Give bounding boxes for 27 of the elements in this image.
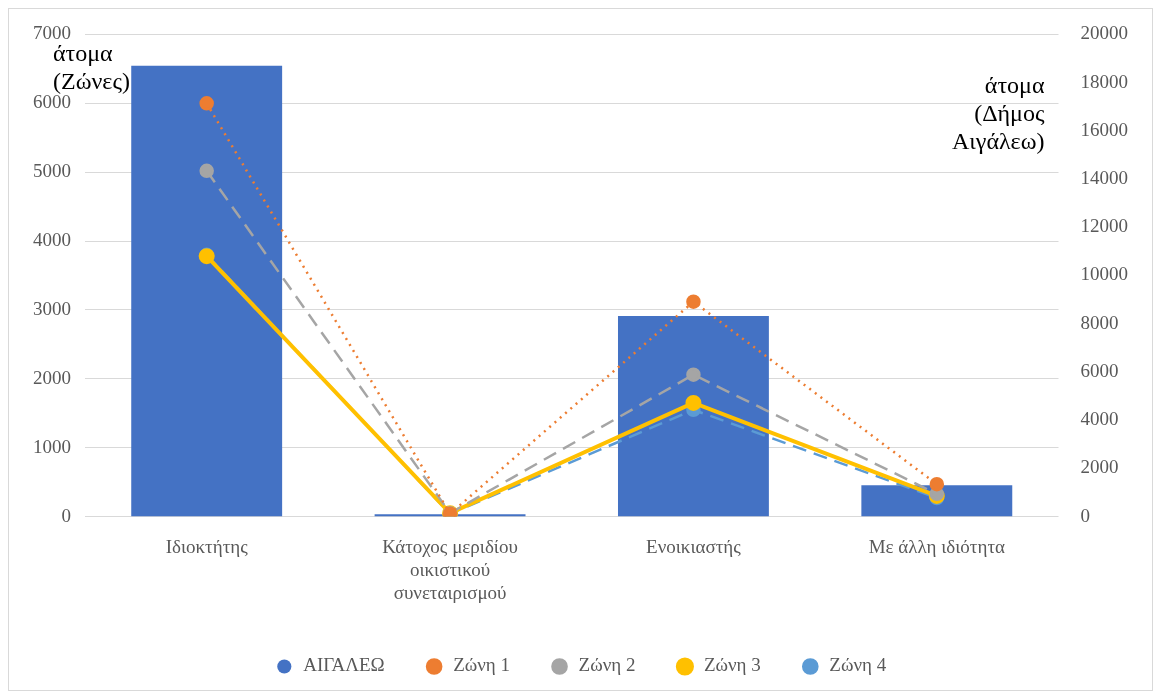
y-tick-label: 1000 — [33, 435, 71, 457]
y-tick-label: 4000 — [33, 229, 71, 251]
x-tick-label: Ενοικιαστής — [646, 535, 742, 557]
legend-label: Ζώνη 2 — [578, 654, 636, 676]
x-tick-label: Κάτοχος μεριδίου οικιστικού συνεταιρισμού — [382, 535, 518, 603]
y2-tick-label: 18000 — [1080, 70, 1128, 92]
legend-label: Ζώνη 4 — [829, 654, 887, 676]
y2-tick-label: 2000 — [1080, 456, 1119, 478]
y2-tick-label: 12000 — [1080, 215, 1128, 237]
y2-tick-label: 16000 — [1080, 118, 1128, 140]
y-tick-label: 3000 — [33, 297, 71, 319]
x-tick-label: Ιδιοκτήτης — [165, 535, 249, 557]
y2-axis-title: άτομα (Δήμος Αιγάλεω) — [952, 71, 1045, 154]
y-tick-label: 2000 — [33, 366, 71, 388]
legend-label: ΑΙΓΑΛΕΩ — [303, 654, 385, 676]
y2-tick-label: 8000 — [1080, 311, 1119, 333]
legend-label: Ζώνη 1 — [453, 654, 511, 676]
y2-tick-label: 20000 — [1080, 22, 1128, 44]
legend-label: Ζώνη 3 — [703, 654, 761, 676]
x-tick-label: Με άλλη ιδιότητα — [868, 535, 1006, 557]
y-tick-label: 5000 — [33, 160, 71, 182]
y2-tick-label: 4000 — [1080, 408, 1119, 430]
y2-tick-label: 14000 — [1080, 167, 1128, 189]
y2-tick-label: 0 — [1080, 504, 1090, 526]
y2-tick-label: 6000 — [1080, 359, 1119, 381]
y-tick-label: 0 — [61, 504, 71, 526]
y2-tick-label: 10000 — [1080, 263, 1128, 285]
